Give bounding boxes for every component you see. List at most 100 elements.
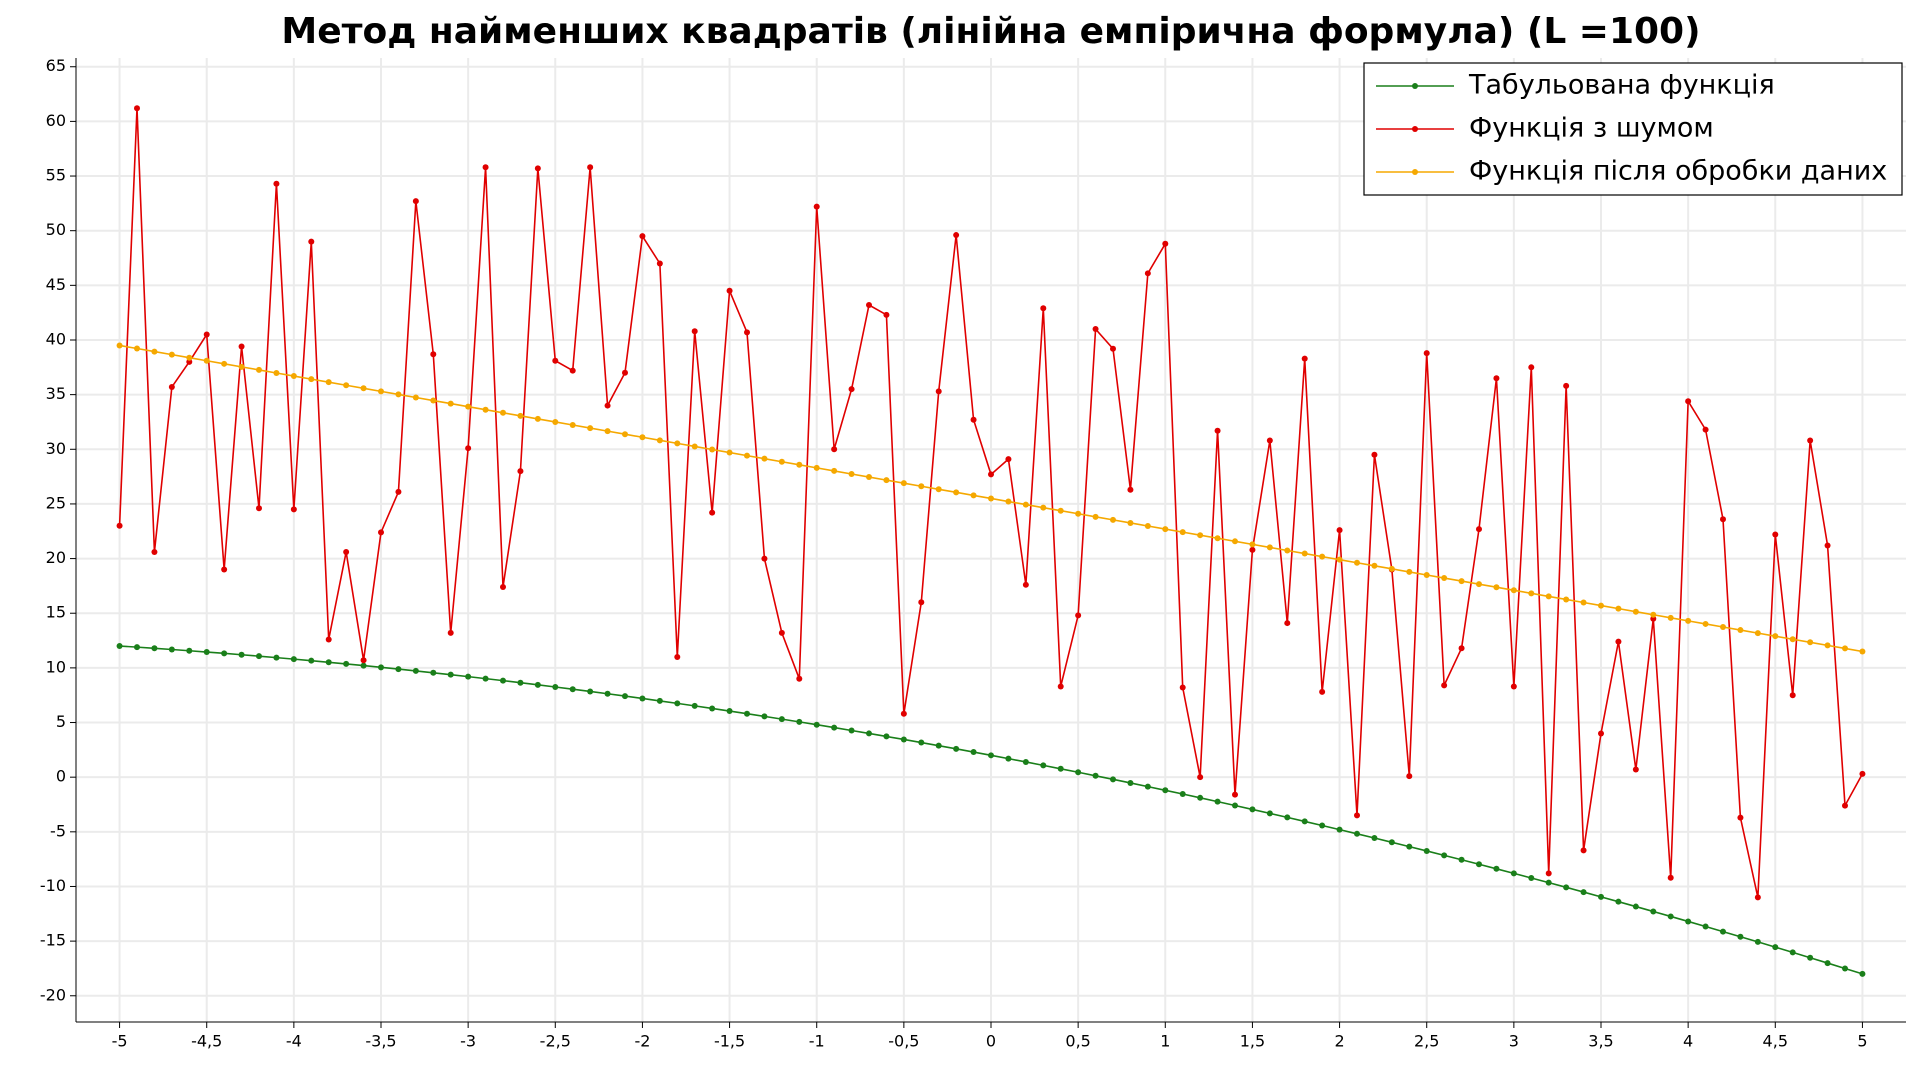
data-point (1685, 918, 1692, 925)
data-point (1545, 593, 1552, 600)
data-point (1702, 426, 1709, 433)
data-point (1441, 575, 1448, 582)
data-point (1162, 526, 1169, 533)
x-tick-label: -1 (809, 1032, 825, 1051)
data-point (1162, 787, 1169, 794)
data-point (569, 686, 576, 693)
data-point (1249, 806, 1256, 813)
data-point (203, 357, 210, 364)
data-point (918, 483, 925, 490)
data-point (1598, 730, 1604, 737)
data-point (848, 386, 855, 393)
y-tick-label: 35 (46, 384, 66, 403)
data-point (1615, 605, 1622, 612)
y-tick-label: 55 (46, 166, 66, 185)
data-point (866, 730, 872, 737)
data-point (1510, 683, 1517, 690)
data-point (1406, 843, 1413, 850)
data-point (970, 749, 977, 756)
data-point (1110, 776, 1116, 783)
data-point (1092, 326, 1099, 333)
data-point (1563, 596, 1570, 603)
data-point (325, 636, 332, 643)
data-point (813, 721, 820, 728)
data-point (1528, 874, 1535, 881)
data-point (796, 461, 803, 468)
data-point (360, 662, 367, 669)
legend: Табульована функція Функція з шумом Функці… (1363, 62, 1903, 196)
data-point (186, 354, 193, 361)
data-point (1545, 879, 1552, 886)
data-point (1493, 375, 1500, 382)
data-point (778, 629, 785, 636)
data-point (1284, 620, 1291, 627)
data-point (761, 713, 768, 720)
data-point (290, 506, 297, 513)
data-point (447, 400, 454, 407)
data-point (1406, 568, 1413, 575)
y-tick-label: -15 (40, 931, 66, 950)
data-point (1423, 847, 1430, 854)
data-point (534, 681, 541, 688)
data-point (1371, 451, 1378, 458)
data-point (273, 369, 280, 376)
data-point (1667, 874, 1674, 881)
data-point (1144, 523, 1151, 530)
data-point (1075, 510, 1082, 517)
data-point (1563, 884, 1570, 891)
data-point (1022, 501, 1029, 508)
data-point (1632, 766, 1639, 773)
data-point (1789, 636, 1796, 643)
data-point (412, 394, 419, 401)
data-point (900, 736, 907, 743)
data-point (1667, 913, 1674, 920)
data-point (116, 342, 123, 349)
x-tick-label: -2 (634, 1032, 650, 1051)
data-point (1859, 648, 1866, 655)
data-point (238, 343, 245, 350)
data-point (325, 379, 332, 386)
data-point (1423, 350, 1430, 357)
x-tick-label: 4 (1683, 1032, 1693, 1051)
data-point (1144, 270, 1151, 277)
data-point (1772, 944, 1779, 951)
data-point (395, 488, 402, 495)
data-point (709, 705, 716, 712)
data-point (221, 566, 228, 573)
data-point (1493, 584, 1500, 591)
data-point (1632, 608, 1639, 615)
y-tick-label: 65 (46, 56, 66, 75)
legend-label: Функція з шумом (1469, 113, 1714, 144)
x-tick-label: -1,5 (714, 1032, 745, 1051)
data-point (883, 733, 890, 740)
data-point (1476, 861, 1482, 868)
data-point (622, 369, 628, 376)
data-point (848, 470, 855, 477)
data-point (656, 697, 663, 704)
data-point (1336, 556, 1343, 563)
data-point (186, 358, 193, 365)
data-point (395, 391, 402, 398)
data-point (639, 695, 646, 702)
data-point (1510, 870, 1517, 877)
data-point (674, 653, 681, 660)
data-point (500, 677, 506, 684)
data-point (1720, 516, 1726, 523)
x-tick-label: -5 (112, 1032, 128, 1051)
data-point (883, 477, 890, 484)
data-point (1179, 684, 1186, 691)
data-point (186, 647, 193, 654)
data-point (1092, 772, 1099, 779)
data-point (1789, 949, 1796, 956)
data-point (900, 480, 907, 487)
data-point (447, 671, 454, 678)
data-point (1754, 894, 1761, 901)
data-point (656, 260, 663, 267)
data-point (1266, 544, 1273, 551)
data-point (1284, 814, 1291, 821)
data-point (1842, 802, 1848, 809)
data-point (1807, 954, 1814, 961)
x-tick-label: 5 (1857, 1032, 1867, 1051)
data-point (1824, 642, 1831, 649)
data-point (1388, 839, 1395, 846)
